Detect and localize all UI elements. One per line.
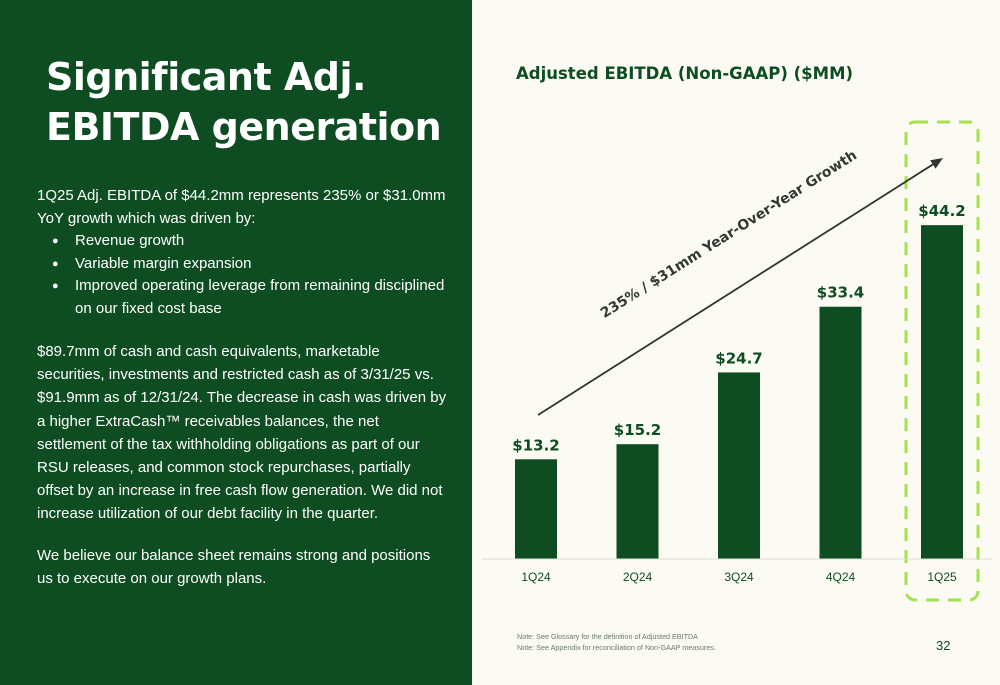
labels-layer: $13.2 $15.2 $24.7 $33.4 $44.2 xyxy=(512,202,965,454)
growth-arrow-head xyxy=(930,158,943,169)
value-label-4q24: $33.4 xyxy=(817,284,864,302)
ticks-layer: 1Q24 2Q24 3Q24 4Q24 1Q25 xyxy=(521,570,957,584)
bullet-item: Improved operating leverage from remaini… xyxy=(52,275,452,320)
page-number: 32 xyxy=(936,638,951,653)
bullet-item: Variable margin expansion xyxy=(52,253,452,276)
highlight-layer xyxy=(904,120,980,602)
footnotes: Note: See Glossary for the definition of… xyxy=(517,632,716,653)
bar-1q24 xyxy=(515,459,557,559)
highlight-box-1q25 xyxy=(904,120,980,602)
value-label-1q24: $13.2 xyxy=(512,436,559,454)
growth-arrow-line xyxy=(537,162,936,416)
bar-4q24 xyxy=(819,306,862,559)
balance-sheet-paragraph: We believe our balance sheet remains str… xyxy=(37,547,431,588)
bars-layer xyxy=(515,225,963,559)
value-label-2q24: $15.2 xyxy=(614,421,661,439)
intro-text: 1Q25 Adj. EBITDA of $44.2mm represents 2… xyxy=(37,187,446,227)
bar-2q24 xyxy=(616,444,659,559)
chart-title: Adjusted EBITDA (Non-GAAP) ($MM) xyxy=(516,64,854,83)
left-panel: Significant Adj. EBITDA generation 1Q25 … xyxy=(0,0,472,685)
value-label-3q24: $24.7 xyxy=(715,349,762,367)
tick-label-4q24: 4Q24 xyxy=(826,570,856,584)
growth-drivers-list: Revenue growth Variable margin expansion… xyxy=(52,230,452,320)
slide-title: Significant Adj. EBITDA generation xyxy=(46,55,442,149)
footnote-glossary: Note: See Glossary for the definition of… xyxy=(517,632,698,641)
tick-label-2q24: 2Q24 xyxy=(623,570,653,584)
tick-label-3q24: 3Q24 xyxy=(724,570,754,584)
footnote-appendix: Note: See Appendix for reconciliation of… xyxy=(517,642,716,652)
bar-3q24 xyxy=(718,372,760,559)
cash-paragraph: $89.7mm of cash and cash equivalents, ma… xyxy=(37,343,447,523)
tick-label-1q24: 1Q24 xyxy=(521,570,551,584)
value-label-1q25: $44.2 xyxy=(918,202,965,220)
bullet-item: Revenue growth xyxy=(52,230,452,253)
tick-label-1q25: 1Q25 xyxy=(927,570,957,584)
ebitda-bar-chart: $13.2 $15.2 $24.7 $33.4 $44.2 1Q24 2Q24 3Q24 4Q… xyxy=(482,120,992,602)
bar-1q25 xyxy=(921,225,963,559)
